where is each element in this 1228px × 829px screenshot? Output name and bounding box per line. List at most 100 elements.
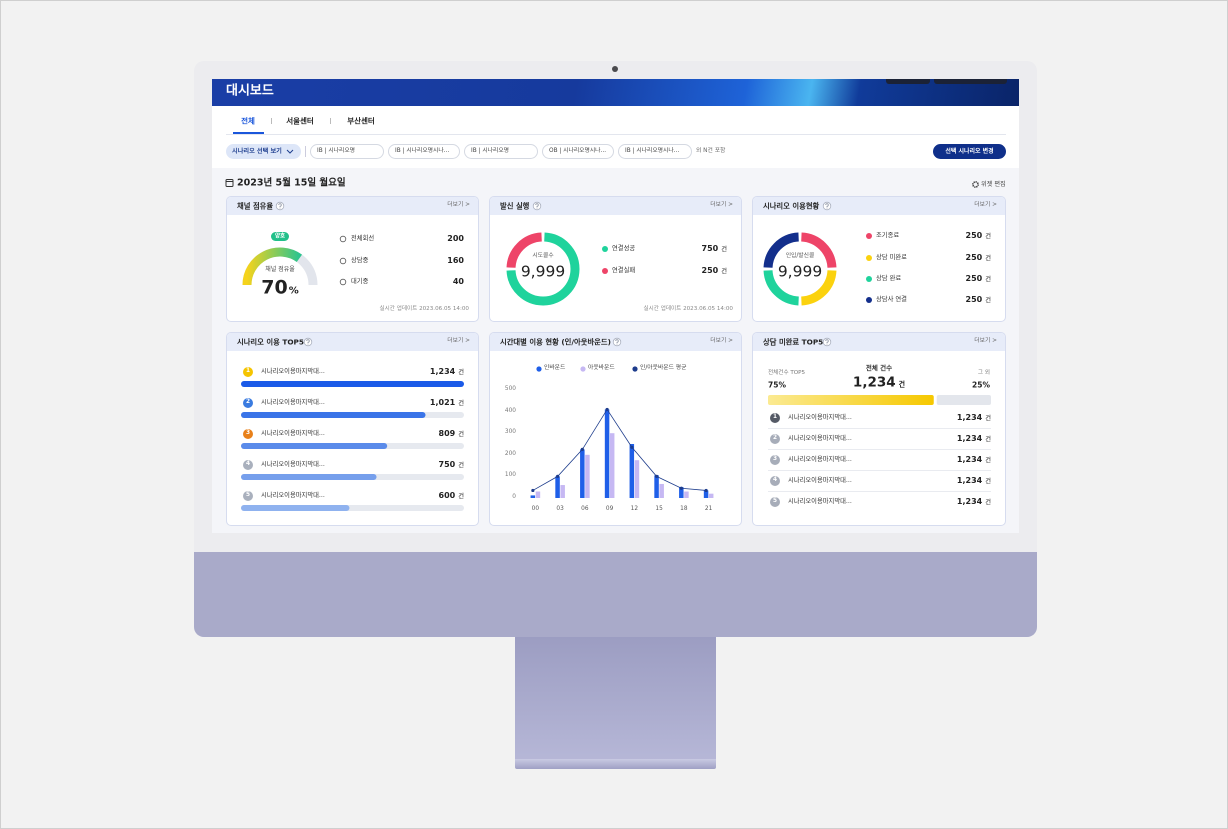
label: 시나리오이용마지막대...: [261, 460, 325, 468]
text: 건: [985, 498, 991, 506]
x-tick-label: 12: [631, 506, 638, 513]
label: 250 건: [966, 231, 992, 240]
label: 대기중: [351, 277, 369, 285]
text: 시나리오이용마지막대...: [788, 476, 852, 484]
text: 상담 미완료: [876, 253, 907, 261]
scenario-chip[interactable]: [464, 144, 538, 159]
text: 250: [965, 294, 983, 304]
more-link[interactable]: 더보기 >: [447, 202, 470, 209]
scenario-chip[interactable]: [388, 144, 460, 159]
label: IB | 시나리오명시나...: [395, 148, 449, 155]
text: 아웃바운드: [588, 365, 615, 372]
label: 9,999: [521, 264, 565, 280]
text: 100: [504, 472, 516, 479]
more-link[interactable]: 더보기 >: [710, 338, 733, 345]
tab[interactable]: 서울센터: [286, 117, 314, 125]
label: 4: [773, 477, 777, 484]
text: 1,234: [852, 374, 896, 391]
text: 건: [458, 399, 464, 407]
text: 건: [985, 435, 991, 443]
card-header: [227, 333, 478, 351]
card-title: 시나리오 이용 TOP5: [237, 338, 304, 345]
more-link[interactable]: 더보기 >: [974, 202, 997, 209]
text: 서울센터: [286, 116, 314, 126]
scenario-chip[interactable]: [618, 144, 692, 159]
bar: [708, 493, 714, 498]
text: 시나리오 이용현황: [763, 201, 820, 211]
text: 건: [458, 430, 464, 438]
label: 1,234 건: [957, 476, 991, 485]
label: 전체건수 TOP5: [768, 370, 805, 377]
card-header: [490, 197, 741, 215]
label: 1,234 건: [853, 376, 905, 390]
label: 외 N건 포함: [696, 148, 725, 155]
rank-badge: [770, 413, 780, 423]
donut-segment: [763, 269, 800, 306]
scenario-chip[interactable]: [310, 144, 384, 159]
card-title: 발신 실행: [500, 202, 529, 209]
text: 시나리오이용마지막대...: [788, 497, 852, 505]
monitor-stand: [515, 637, 716, 761]
text: 시나리오이용마지막대...: [261, 460, 325, 468]
scenario-select[interactable]: [226, 144, 301, 159]
text: 시나리오이용마지막대...: [788, 434, 852, 442]
text: 건: [458, 461, 464, 469]
label: 3: [773, 456, 777, 463]
edit-link[interactable]: 위젯 편집: [981, 181, 1006, 187]
text: 대기중: [351, 277, 369, 285]
text: 1,234: [429, 366, 456, 376]
text: 채널 점유율: [265, 266, 295, 273]
text: 300: [504, 429, 516, 436]
label: 시나리오이용마지막대...: [788, 476, 852, 484]
more-link[interactable]: 더보기 >: [710, 202, 733, 209]
text: 9,999: [520, 262, 566, 281]
text: 발신 실행: [500, 201, 530, 211]
text: 상담 미완료 TOP5: [763, 337, 824, 347]
text: 그 외: [977, 370, 990, 377]
text: 70: [261, 276, 288, 299]
donut-segment: [506, 232, 543, 269]
text: 양호: [274, 232, 286, 239]
legend-dot: [866, 255, 872, 261]
text: 1,021: [429, 397, 456, 407]
average-line: [532, 408, 707, 491]
label: 1,234 건: [957, 413, 991, 422]
text: 건: [458, 368, 464, 376]
legend-dot: [536, 366, 542, 372]
text: 시나리오이용마지막대...: [788, 455, 852, 463]
label: 250 건: [965, 294, 992, 304]
tab[interactable]: 부산센터: [347, 117, 375, 125]
label: 2: [246, 399, 250, 406]
tab[interactable]: 전체: [241, 117, 255, 125]
rank-badge: [243, 460, 253, 470]
card-header: [753, 333, 1005, 351]
scenario-chip[interactable]: [542, 144, 614, 159]
text: 더보기 >: [974, 338, 997, 345]
text: IB | 시나리오명시나...: [625, 147, 680, 154]
more-link[interactable]: 더보기 >: [974, 338, 997, 345]
screen: 대시보드 전체 서울센터 부산센터 시나리오 선택 보기 IB | 시나리오명 IB | 시…: [212, 79, 1019, 533]
text: 1: [245, 368, 251, 375]
text: 5: [772, 498, 778, 505]
text: 건: [985, 456, 991, 464]
row-divider: [768, 491, 991, 492]
change-button[interactable]: [933, 144, 1006, 159]
more-link[interactable]: 더보기 >: [447, 338, 470, 345]
text: 건: [458, 492, 464, 500]
text: 15: [655, 506, 663, 513]
background-layer: [212, 79, 1019, 533]
label: 750 건: [439, 460, 465, 469]
card-header: [753, 197, 1005, 215]
label: IB | 시나리오명시나...: [625, 147, 680, 155]
label: 1,234 건: [957, 455, 991, 464]
text: 9,999: [777, 262, 823, 281]
label: 40: [453, 278, 464, 286]
text: 200: [447, 234, 464, 243]
tab-separator: [271, 118, 272, 124]
card: [489, 332, 742, 526]
average-dot: [556, 474, 560, 478]
divider: [226, 134, 1006, 135]
bar: [609, 433, 615, 498]
label: 시나리오이용마지막대...: [261, 492, 325, 499]
label: 25%: [972, 381, 990, 389]
